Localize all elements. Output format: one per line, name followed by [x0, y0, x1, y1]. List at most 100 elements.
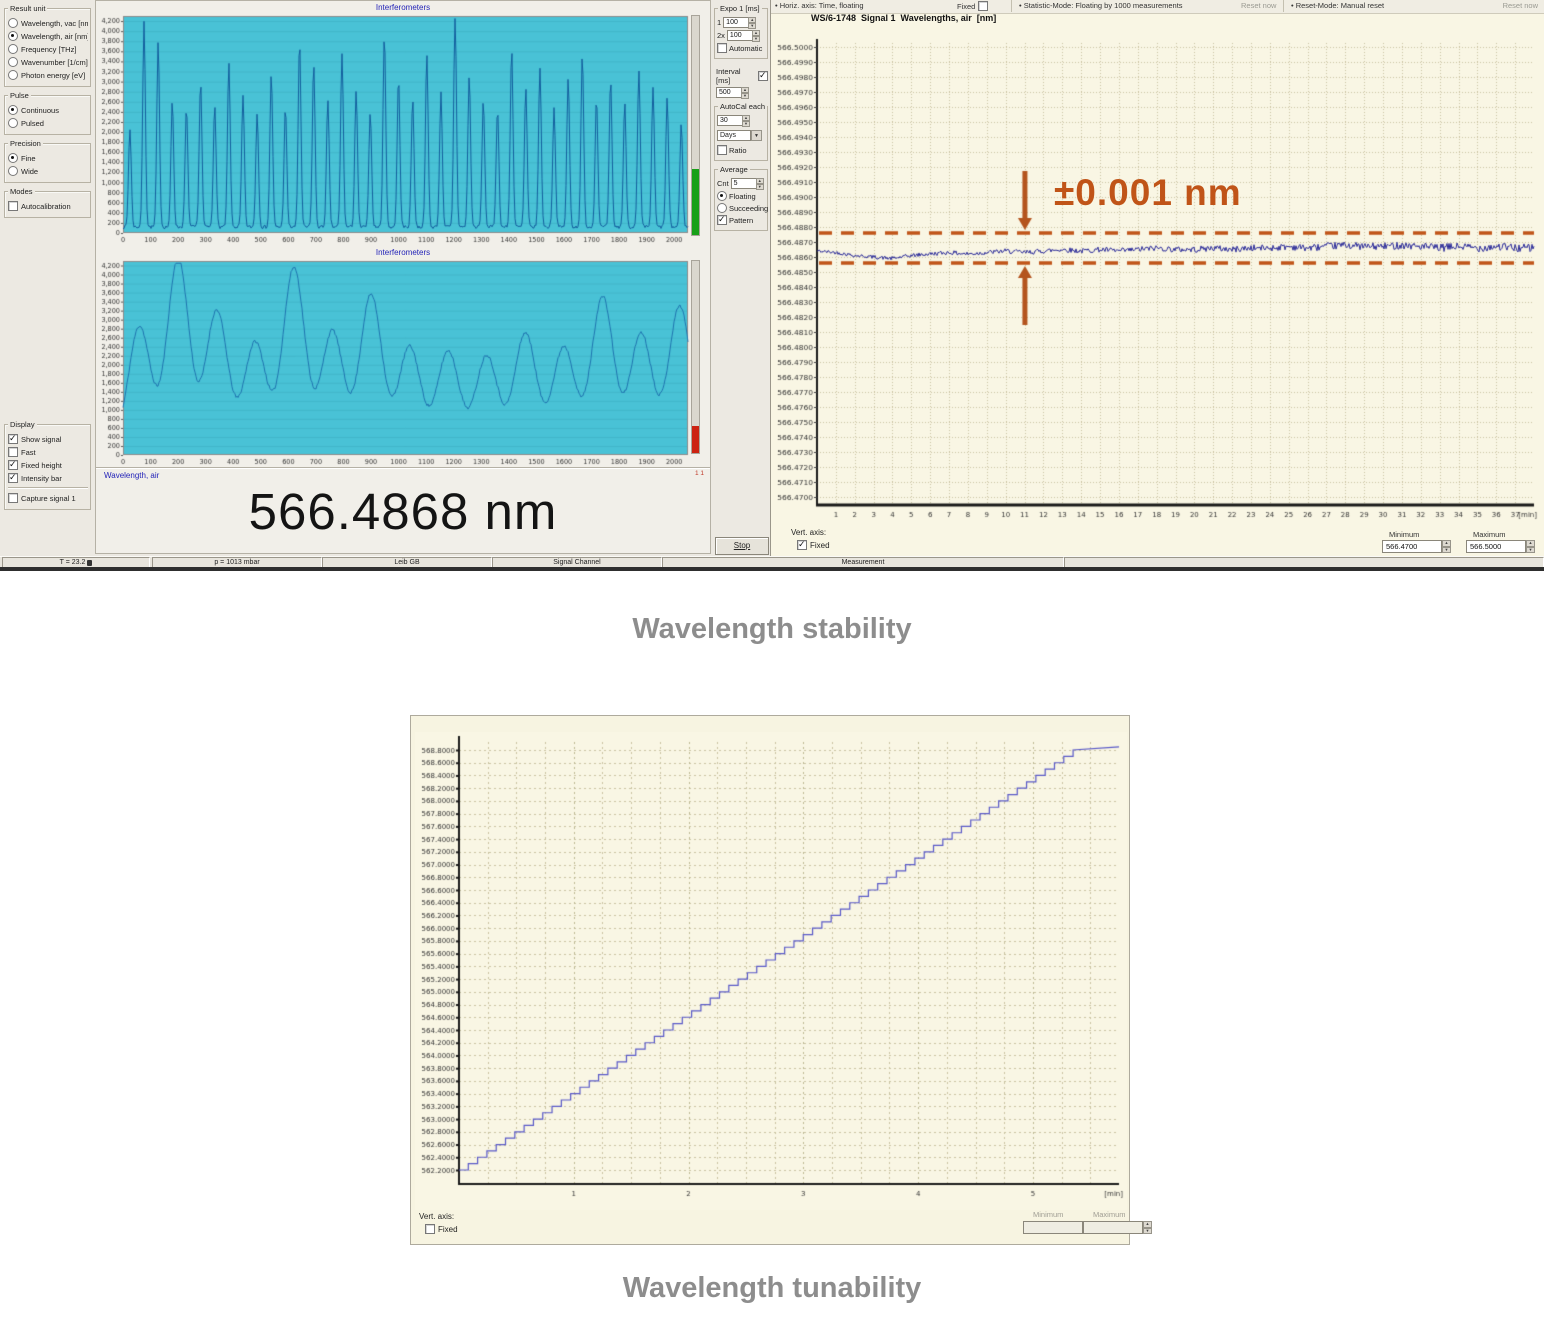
- interval-down-icon[interactable]: ▼: [741, 93, 749, 99]
- cnt-label: Cnt: [717, 179, 729, 188]
- autocal-value[interactable]: 30: [717, 115, 742, 126]
- stability-panel: • Horiz. axis: Time, floating Fixed • St…: [770, 0, 1544, 556]
- interval-checkbox[interactable]: [758, 70, 768, 81]
- result-unit-group: Result unit Wavelength, vac [nm] Wavelengt…: [4, 4, 91, 87]
- average-group: Average Cnt 5 ▲ ▼ Floating Succeeding: [714, 165, 768, 231]
- radio-on-icon[interactable]: [8, 153, 18, 163]
- radio-off-icon[interactable]: [8, 44, 18, 54]
- succeeding-radio-row[interactable]: Succeeding: [717, 203, 768, 213]
- minimum-down-icon[interactable]: ▼: [1442, 546, 1451, 553]
- tunability-caption: Wavelength tunability: [622, 1272, 922, 1304]
- radio-on-icon[interactable]: [8, 105, 18, 115]
- result-unit-option-wavelength-air-nm[interactable]: Wavelength, air [nm]: [8, 31, 88, 41]
- stop-button[interactable]: Stop: [715, 537, 769, 555]
- interval-spinbox[interactable]: 500 ▲ ▼: [716, 87, 749, 99]
- maximum-up-icon[interactable]: ▲: [1526, 540, 1535, 547]
- expo-row1-label: 1: [717, 18, 722, 27]
- checkbox-on-icon[interactable]: [8, 472, 18, 483]
- pattern-checkbox[interactable]: [717, 214, 727, 225]
- precision-option-fine[interactable]: Fine: [8, 153, 88, 163]
- radio-on-icon[interactable]: [8, 31, 18, 41]
- maximum-down-icon[interactable]: ▼: [1526, 546, 1535, 553]
- expo2-down-icon[interactable]: ▼: [751, 36, 760, 42]
- result-unit-option-wavelength-vac-nm[interactable]: Wavelength, vac [nm]: [8, 18, 88, 28]
- radio-off-icon[interactable]: [8, 57, 18, 67]
- modes-option-autocalibration[interactable]: Autocalibration: [8, 201, 88, 211]
- expo2-spinbox[interactable]: 100 ▲ ▼: [726, 30, 760, 42]
- tun-maximum-up-icon[interactable]: ▲: [1143, 1221, 1152, 1228]
- stability-fixed-checkbox[interactable]: [797, 539, 807, 550]
- cnt-spinbox[interactable]: 5 ▲ ▼: [730, 178, 764, 190]
- pattern-checkbox-row[interactable]: Pattern: [717, 214, 765, 225]
- maximum-value[interactable]: 566.5000: [1466, 540, 1526, 553]
- tun-maximum-spinbox[interactable]: ▲ ▼: [1083, 1221, 1152, 1234]
- display-option-capture-signal-1[interactable]: Capture signal 1: [8, 493, 88, 503]
- checkbox-off-icon[interactable]: [8, 493, 18, 503]
- radio-off-icon[interactable]: [8, 118, 18, 128]
- result-unit-option-wavenumber-1-cm[interactable]: Wavenumber [1/cm]: [8, 57, 88, 67]
- interval-value[interactable]: 500: [716, 87, 741, 98]
- tunability-fixed-checkbox[interactable]: [425, 1224, 435, 1234]
- expo1-up-icon[interactable]: ▲: [748, 17, 757, 23]
- display-option-intensity-bar[interactable]: Intensity bar: [8, 472, 88, 483]
- succeeding-radio[interactable]: [717, 203, 727, 213]
- checkbox-off-icon[interactable]: [8, 447, 18, 457]
- result-unit-option-photon-energy-ev[interactable]: Photon energy [eV]: [8, 70, 88, 80]
- precision-option-wide[interactable]: Wide: [8, 166, 88, 176]
- autocal-unit-value[interactable]: Days: [717, 130, 751, 141]
- minimum-up-icon[interactable]: ▲: [1442, 540, 1451, 547]
- expo1-down-icon[interactable]: ▼: [748, 23, 757, 29]
- floating-radio[interactable]: [717, 191, 727, 201]
- checkbox-on-icon[interactable]: [8, 459, 18, 470]
- tun-minimum-value[interactable]: [1023, 1221, 1083, 1234]
- interval-up-icon[interactable]: ▲: [741, 87, 749, 93]
- expo2-up-icon[interactable]: ▲: [751, 30, 760, 36]
- automatic-checkbox-row[interactable]: Automatic: [717, 43, 765, 53]
- autocal-unit-dropdown[interactable]: Days ▼: [717, 130, 762, 141]
- display-option-fixed-height[interactable]: Fixed height: [8, 459, 88, 470]
- minimum-value[interactable]: 566.4700: [1382, 540, 1442, 553]
- tunability-fixed-row[interactable]: Fixed: [425, 1224, 458, 1234]
- toolbar-fixed-label: Fixed: [957, 1, 976, 11]
- toolbar-fixed-checkbox[interactable]: [978, 1, 989, 11]
- radio-off-icon[interactable]: [8, 166, 18, 176]
- tun-maximum-down-icon[interactable]: ▼: [1143, 1227, 1152, 1234]
- reset-now-button-2[interactable]: Reset now: [1502, 1, 1538, 10]
- ratio-checkbox[interactable]: [717, 145, 727, 155]
- expo1-spinbox[interactable]: 100 ▲ ▼: [723, 17, 757, 29]
- floating-radio-row[interactable]: Floating: [717, 191, 765, 201]
- cnt-value[interactable]: 5: [730, 178, 756, 189]
- pulse-option-pulsed[interactable]: Pulsed: [8, 118, 88, 128]
- interval-row: Interval [ms]: [716, 67, 768, 85]
- display-option-fast[interactable]: Fast: [8, 447, 88, 457]
- result-unit-option-frequency-thz[interactable]: Frequency [THz]: [8, 44, 88, 54]
- channel-indicator: 1 1: [694, 470, 704, 477]
- tun-maximum-value[interactable]: [1083, 1221, 1143, 1234]
- interferometer-panel: Interferometers Interferometers Waveleng…: [95, 0, 712, 554]
- radio-off-icon[interactable]: [8, 18, 18, 28]
- expo1-value[interactable]: 100: [723, 17, 749, 28]
- maximum-label: Maximum: [1473, 530, 1506, 539]
- automatic-checkbox[interactable]: [717, 43, 727, 53]
- dropdown-arrow-icon[interactable]: ▼: [751, 130, 762, 141]
- minimum-spinbox[interactable]: 566.4700 ▲ ▼: [1382, 540, 1451, 553]
- tun-minimum-spinbox[interactable]: ▲▼: [1023, 1221, 1092, 1234]
- checkbox-off-icon[interactable]: [8, 201, 18, 211]
- stability-chart-title: WS/6-1748 Signal 1 Wavelengths, air [nm]: [811, 13, 997, 23]
- reset-now-button-1[interactable]: Reset now: [1241, 1, 1277, 10]
- toolbar-fixed-row[interactable]: Fixed: [957, 1, 989, 11]
- pulse-option-continuous[interactable]: Continuous: [8, 105, 88, 115]
- stability-fixed-row[interactable]: Fixed: [797, 539, 830, 550]
- expo2-value[interactable]: 100: [726, 30, 752, 41]
- autocal-down-icon[interactable]: ▼: [742, 121, 750, 127]
- autocal-spinbox[interactable]: 30 ▲ ▼: [717, 115, 750, 127]
- cnt-up-icon[interactable]: ▲: [755, 178, 764, 184]
- ratio-checkbox-row[interactable]: Ratio: [717, 145, 765, 155]
- autocal-up-icon[interactable]: ▲: [742, 115, 750, 121]
- checkbox-on-icon[interactable]: [8, 433, 18, 444]
- sidebar: Result unit Wavelength, vac [nm] Wavelengt…: [1, 0, 94, 554]
- cnt-down-icon[interactable]: ▼: [755, 184, 764, 190]
- maximum-spinbox[interactable]: 566.5000 ▲ ▼: [1466, 540, 1535, 553]
- display-option-show-signal[interactable]: Show signal: [8, 433, 88, 444]
- radio-off-icon[interactable]: [8, 70, 18, 80]
